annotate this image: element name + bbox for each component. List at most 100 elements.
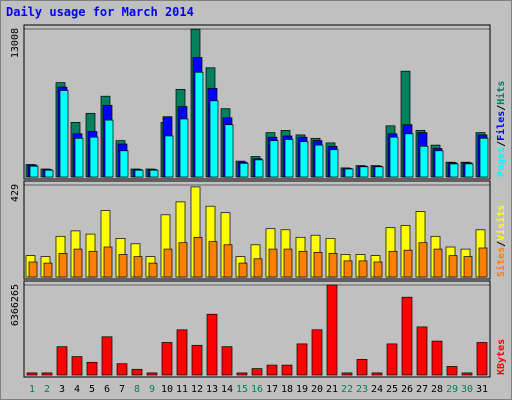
bar-kbytes-day-27 — [416, 326, 428, 376]
bar-pages-day-6 — [104, 119, 114, 178]
bar-pages-day-15 — [239, 162, 249, 178]
day-label-29: 29 — [446, 384, 458, 395]
day-label-28: 28 — [431, 384, 443, 395]
day-label-18: 18 — [281, 384, 293, 395]
day-label-16: 16 — [251, 384, 263, 395]
bar-pages-day-14 — [224, 124, 234, 178]
bar-kbytes-day-20 — [311, 329, 323, 376]
day-label-3: 3 — [59, 384, 65, 395]
bar-kbytes-day-5 — [86, 361, 98, 376]
day-label-30: 30 — [461, 384, 473, 395]
bar-pages-day-7 — [119, 150, 129, 178]
bar-visits-day-27 — [418, 242, 428, 278]
bar-kbytes-day-22 — [341, 372, 353, 376]
legend-part: / — [496, 105, 507, 111]
day-label-9: 9 — [149, 384, 155, 395]
bar-pages-day-25 — [389, 136, 399, 178]
bar-kbytes-day-3 — [56, 346, 68, 376]
bar-kbytes-day-15 — [236, 372, 248, 376]
day-label-5: 5 — [89, 384, 95, 395]
bar-pages-day-2 — [44, 169, 54, 178]
bar-kbytes-day-9 — [146, 372, 158, 376]
day-label-21: 21 — [326, 384, 338, 395]
day-label-25: 25 — [386, 384, 398, 395]
legend-part: Pages — [496, 147, 507, 177]
day-label-19: 19 — [296, 384, 308, 395]
bar-kbytes-day-14 — [221, 346, 233, 376]
bar-visits-day-13 — [208, 241, 218, 278]
bar-visits-day-6 — [103, 246, 113, 278]
day-label-7: 7 — [119, 384, 125, 395]
day-label-26: 26 — [401, 384, 413, 395]
bar-pages-day-19 — [299, 141, 309, 178]
bar-kbytes-day-19 — [296, 343, 308, 376]
bar-visits-day-28 — [433, 248, 443, 278]
day-label-13: 13 — [206, 384, 218, 395]
bar-visits-day-19 — [298, 250, 308, 278]
bar-kbytes-day-6 — [101, 336, 113, 376]
bar-visits-day-21 — [328, 253, 338, 278]
bar-pages-day-22 — [344, 168, 354, 178]
day-label-20: 20 — [311, 384, 323, 395]
bar-pages-day-10 — [164, 135, 174, 178]
bar-pages-day-5 — [89, 136, 99, 178]
bar-kbytes-day-1 — [26, 372, 38, 376]
legend-part: Visits — [495, 205, 507, 241]
bar-pages-day-27 — [419, 145, 429, 178]
bar-pages-day-13 — [209, 100, 219, 178]
bar-kbytes-day-8 — [131, 368, 143, 376]
day-label-22: 22 — [341, 384, 353, 395]
day-label-23: 23 — [356, 384, 368, 395]
bar-kbytes-day-4 — [71, 356, 83, 376]
bar-visits-day-20 — [313, 251, 323, 278]
bar-pages-day-21 — [329, 149, 339, 178]
bar-visits-day-17 — [268, 248, 278, 278]
legend-part: Sites — [495, 247, 507, 277]
day-label-8: 8 — [134, 384, 140, 395]
day-label-1: 1 — [29, 384, 35, 395]
bar-visits-day-30 — [463, 256, 473, 278]
bar-kbytes-day-28 — [431, 340, 443, 376]
day-label-17: 17 — [266, 384, 278, 395]
bar-visits-day-7 — [118, 254, 128, 278]
bar-kbytes-day-25 — [386, 343, 398, 376]
bar-visits-day-31 — [478, 247, 488, 278]
bar-kbytes-day-16 — [251, 368, 263, 376]
bar-visits-day-10 — [163, 248, 173, 278]
bar-pages-day-26 — [404, 133, 414, 178]
bar-visits-day-15 — [238, 262, 248, 278]
bar-visits-day-9 — [148, 262, 158, 278]
bar-visits-day-2 — [43, 262, 53, 278]
bar-kbytes-day-29 — [446, 366, 458, 376]
legend-part: / — [496, 241, 507, 247]
bar-pages-day-28 — [434, 150, 444, 178]
day-label-14: 14 — [221, 384, 233, 395]
bar-kbytes-day-17 — [266, 364, 278, 376]
day-label-15: 15 — [236, 384, 248, 395]
bar-visits-day-16 — [253, 258, 263, 278]
bar-pages-day-23 — [359, 166, 369, 178]
bar-visits-day-24 — [373, 261, 383, 278]
panel-2-ymax-label: 429 — [10, 184, 21, 202]
bar-visits-day-26 — [403, 249, 413, 278]
bar-kbytes-day-26 — [401, 296, 413, 376]
day-label-4: 4 — [74, 384, 80, 395]
bar-pages-day-20 — [314, 144, 324, 178]
bar-kbytes-day-31 — [476, 342, 488, 376]
legend-bottom: KBytes — [496, 339, 507, 375]
bar-pages-day-8 — [134, 169, 144, 178]
bar-pages-day-18 — [284, 139, 294, 178]
day-label-10: 10 — [161, 384, 173, 395]
panel-1-ymax-label: 13008 — [10, 28, 21, 58]
day-label-6: 6 — [104, 384, 110, 395]
legend-part: Hits — [495, 81, 507, 105]
bar-pages-day-24 — [374, 166, 384, 178]
bar-pages-day-31 — [479, 137, 489, 178]
day-label-31: 31 — [476, 384, 488, 395]
bar-visits-day-3 — [58, 253, 68, 278]
bar-visits-day-22 — [343, 260, 353, 278]
bar-visits-day-29 — [448, 255, 458, 278]
day-label-11: 11 — [176, 384, 188, 395]
